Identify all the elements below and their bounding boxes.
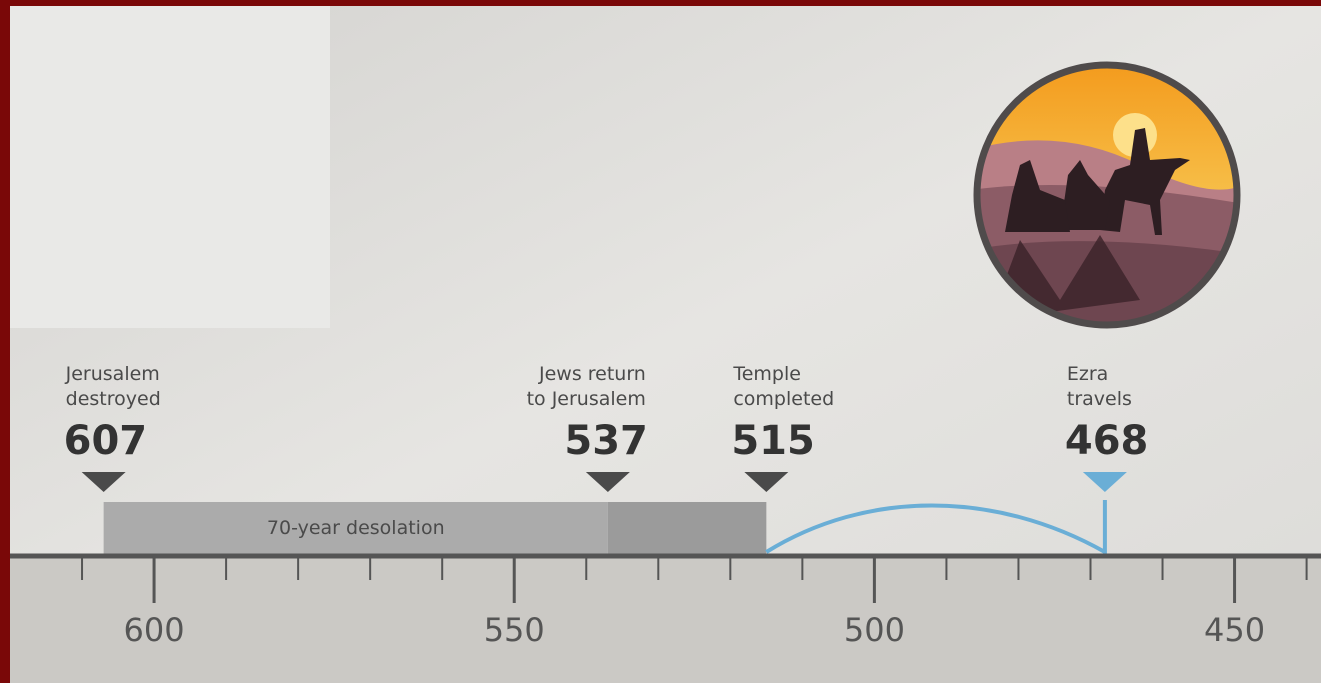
lower-band — [10, 558, 1321, 683]
blank-panel — [10, 6, 330, 328]
timeline: 70-year desolation 600 550 500 450 Jerusalem d… — [0, 0, 1321, 683]
event-label: Temple — [732, 363, 801, 385]
page: 70-year desolation 600 550 500 450 Jerusalem d… — [0, 0, 1321, 683]
event-label: destroyed — [66, 388, 161, 410]
tick-label: 600 — [124, 611, 185, 649]
tick-label: 450 — [1204, 611, 1265, 649]
event-label: to Jerusalem — [527, 388, 646, 410]
event-label: travels — [1067, 388, 1132, 410]
event-label: Ezra — [1067, 363, 1108, 385]
period-label: 70-year desolation — [267, 517, 445, 539]
event-year: 607 — [64, 418, 148, 464]
event-year: 537 — [564, 418, 648, 464]
event-label: Jerusalem — [65, 363, 160, 385]
period-bar — [608, 502, 766, 556]
tick-label: 550 — [484, 611, 545, 649]
event-label: completed — [733, 388, 834, 410]
tick-label: 500 — [844, 611, 905, 649]
event-year: 468 — [1065, 418, 1149, 464]
event-label: Jews return — [538, 363, 646, 385]
event-year: 515 — [731, 418, 815, 464]
